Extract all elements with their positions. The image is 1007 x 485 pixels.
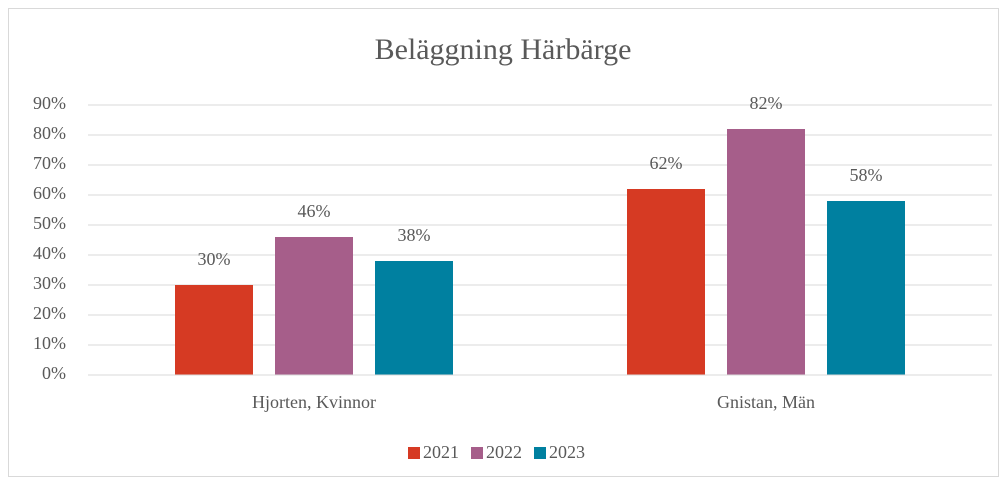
legend-label: 2021 (423, 442, 459, 462)
bar (727, 129, 805, 375)
data-label: 58% (850, 165, 883, 185)
legend-swatch (534, 447, 546, 459)
bar (275, 237, 353, 375)
bar (827, 201, 905, 375)
y-tick-label: 80% (33, 123, 66, 143)
chart-title: Beläggning Härbärge (375, 33, 632, 66)
y-tick-label: 60% (33, 183, 66, 203)
y-tick-label: 40% (33, 243, 66, 263)
x-tick-label: Gnistan, Män (717, 392, 815, 412)
data-label: 38% (398, 225, 431, 245)
y-tick-label: 0% (42, 363, 66, 383)
y-tick-label: 90% (33, 93, 66, 113)
y-tick-label: 30% (33, 273, 66, 293)
bar (175, 285, 253, 375)
bar (627, 189, 705, 375)
y-tick-label: 70% (33, 153, 66, 173)
legend-swatch (408, 447, 420, 459)
data-label: 30% (198, 249, 231, 269)
data-label: 46% (298, 201, 331, 221)
legend-label: 2022 (486, 442, 522, 462)
y-tick-label: 20% (33, 303, 66, 323)
legend-label: 2023 (549, 442, 585, 462)
bar (375, 261, 453, 375)
data-label: 82% (750, 93, 783, 113)
data-label: 62% (650, 153, 683, 173)
y-tick-label: 10% (33, 333, 66, 353)
x-tick-label: Hjorten, Kvinnor (252, 392, 376, 412)
legend-swatch (471, 447, 483, 459)
y-tick-label: 50% (33, 213, 66, 233)
